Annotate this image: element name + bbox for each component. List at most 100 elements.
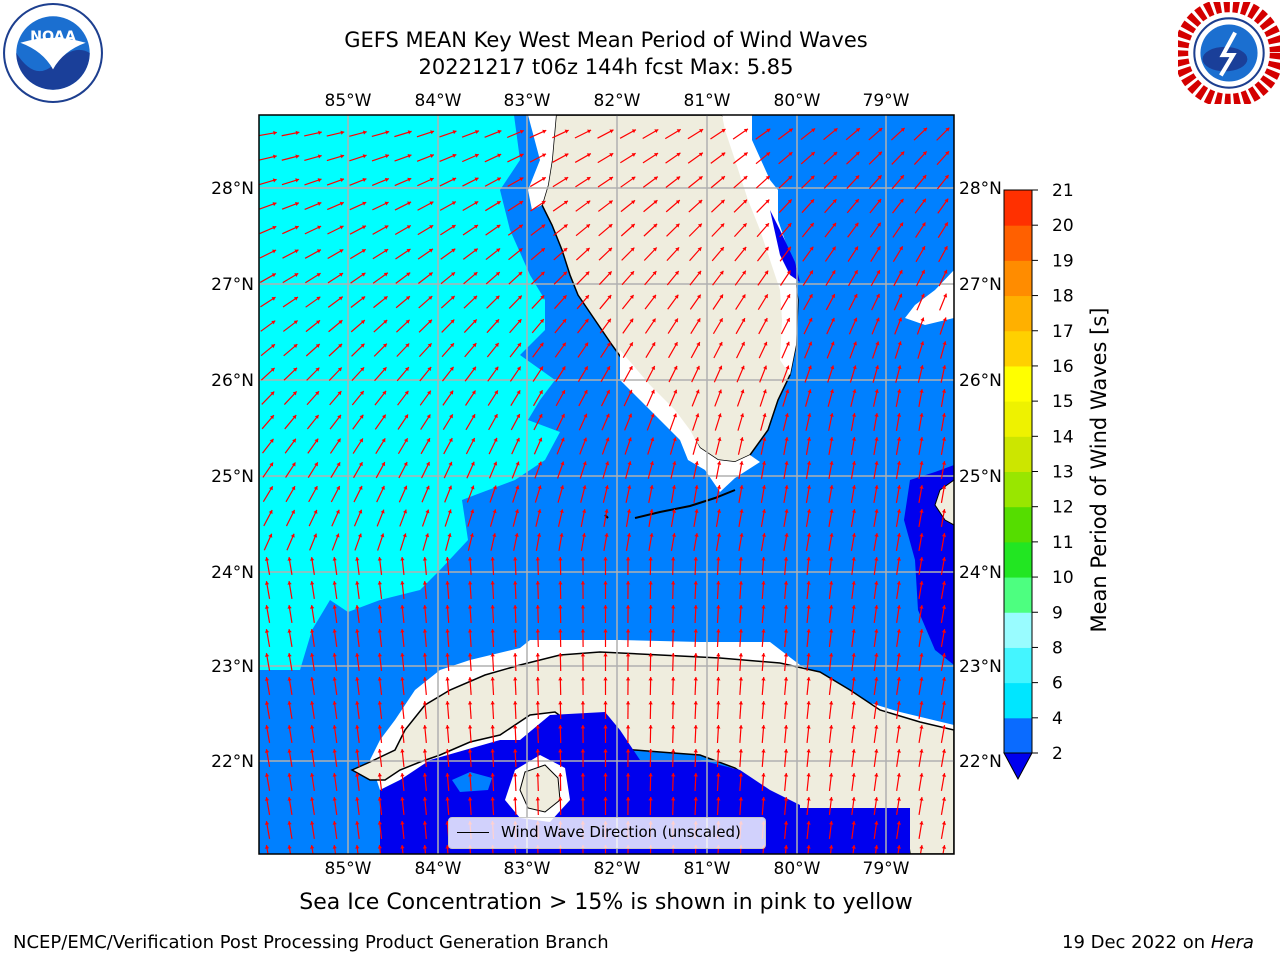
wind-wave-arrowhead [716, 749, 721, 753]
wind-wave-arrowhead [625, 653, 631, 657]
wind-wave-arrowhead [361, 249, 366, 253]
wind-wave-arrowhead [293, 344, 298, 348]
colorbar-label: Mean Period of Wind Waves [s] [1087, 308, 1111, 633]
wind-wave-arrowhead [429, 177, 434, 182]
wind-wave-arrowhead [719, 294, 724, 299]
wind-wave-arrowhead [919, 701, 924, 705]
wind-wave-arrowhead [896, 749, 901, 753]
wind-wave-arrowhead [897, 365, 902, 370]
wind-wave-arrowhead [629, 294, 634, 299]
wind-wave-arrowhead [673, 342, 678, 347]
wind-wave-arrowhead [406, 272, 411, 277]
wind-wave-arrowhead [833, 128, 838, 133]
wind-wave-arrowhead [896, 557, 901, 561]
wind-wave-arrowhead [471, 437, 475, 442]
wind-wave-arrowhead [738, 725, 744, 729]
wind-wave-arrowhead [564, 129, 569, 134]
wind-wave-arrowhead [492, 509, 497, 514]
wind-wave-direction-arrows [259, 127, 950, 854]
wind-wave-arrowhead [271, 297, 276, 301]
wind-wave-arrowhead [675, 200, 680, 204]
wind-wave-arrowhead [648, 581, 653, 585]
wind-wave-arrowhead [630, 271, 634, 276]
wind-wave-arrowhead [355, 557, 360, 561]
wind-wave-arrowhead [739, 437, 744, 442]
wind-wave-arrowhead [761, 557, 766, 561]
wind-wave-arrowhead [422, 677, 428, 681]
wind-wave-arrowhead [671, 653, 676, 657]
wind-wave-arrowhead [716, 653, 721, 657]
wind-wave-arrowhead [332, 821, 337, 825]
wind-wave-arrowhead [518, 224, 523, 229]
wind-wave-arrowhead [519, 177, 524, 182]
wind-wave-arrowhead [496, 177, 501, 182]
wind-wave-arrowhead [338, 296, 343, 301]
wind-wave-arrowhead [783, 677, 789, 681]
wind-wave-arrowhead [942, 317, 947, 322]
wind-wave-arrowhead [896, 653, 901, 657]
wind-wave-arrowhead [310, 797, 315, 801]
colorbar-segment [1004, 647, 1032, 684]
wind-wave-arrowhead [943, 269, 948, 274]
wind-wave-arrowhead [829, 725, 834, 729]
wind-wave-arrowhead [377, 629, 382, 633]
wind-wave-arrowhead [422, 629, 428, 633]
wind-wave-arrowhead [513, 773, 518, 777]
wind-wave-arrowhead [852, 389, 857, 394]
wind-wave-arrowhead [315, 391, 319, 396]
wind-wave-arrowhead [629, 318, 634, 323]
wind-wave-arrowhead [630, 247, 635, 252]
wind-wave-arrowhead [830, 317, 835, 322]
wind-wave-arrowhead [675, 223, 680, 228]
wind-wave-arrowhead [943, 293, 948, 298]
wind-wave-arrowhead [535, 773, 540, 777]
wind-wave-arrowhead [422, 581, 428, 585]
wind-wave-arrowhead [829, 845, 834, 849]
wind-wave-arrowhead [269, 438, 274, 443]
wind-wave-arrowhead [385, 154, 390, 159]
wind-wave-arrowhead [355, 701, 360, 705]
wind-wave-arrowhead [291, 486, 296, 491]
wind-wave-arrowhead [899, 198, 904, 203]
wind-wave-arrowhead [403, 462, 408, 466]
wind-wave-arrowhead [425, 533, 430, 538]
wind-wave-arrowhead [513, 581, 518, 585]
wind-wave-arrowhead [673, 365, 678, 370]
wind-wave-arrowhead [405, 367, 409, 372]
wind-wave-arrowhead [587, 129, 592, 134]
wind-wave-arrowhead [295, 178, 300, 183]
wind-wave-arrowhead [540, 248, 545, 252]
wind-wave-arrowhead [516, 366, 521, 371]
wind-wave-arrowhead [287, 605, 292, 609]
wind-wave-arrowhead [874, 485, 879, 489]
wind-wave-arrowhead [676, 152, 681, 157]
wind-wave-arrowhead [332, 629, 337, 633]
wind-wave-arrowhead [648, 749, 653, 753]
wind-wave-arrowhead [493, 437, 498, 442]
wind-wave-arrowhead [654, 153, 659, 157]
wind-wave-arrowhead [671, 629, 676, 633]
wind-wave-arrowhead [496, 201, 501, 205]
wind-wave-arrowhead [562, 342, 566, 347]
wind-wave-arrowhead [626, 533, 632, 537]
wind-wave-arrowhead [648, 797, 653, 801]
wind-wave-arrowhead [490, 581, 495, 585]
wind-wave-arrowhead [693, 605, 698, 609]
wind-wave-arrowhead [406, 225, 411, 230]
wind-wave-arrowhead [628, 389, 633, 394]
wind-wave-arrowhead [851, 605, 856, 609]
noaa-logo-icon: NOAA [3, 3, 103, 103]
wind-wave-arrowhead [355, 581, 360, 585]
wind-wave-arrowhead [400, 677, 405, 681]
bottom-lon-labels: 85°W 84°W 83°W 82°W 81°W 80°W 79°W [325, 859, 910, 879]
wind-wave-arrowhead [648, 653, 653, 657]
wind-wave-arrowhead [377, 797, 382, 801]
wind-wave-arrowhead [718, 365, 723, 370]
wind-wave-arrowhead [762, 389, 767, 394]
wind-wave-arrowhead [761, 629, 766, 633]
wind-wave-arrowhead [761, 773, 766, 777]
wind-wave-arrowhead [340, 154, 345, 159]
wind-wave-arrowhead [422, 701, 428, 705]
wind-wave-arrowhead [766, 152, 771, 157]
wind-wave-arrowhead [400, 845, 405, 849]
